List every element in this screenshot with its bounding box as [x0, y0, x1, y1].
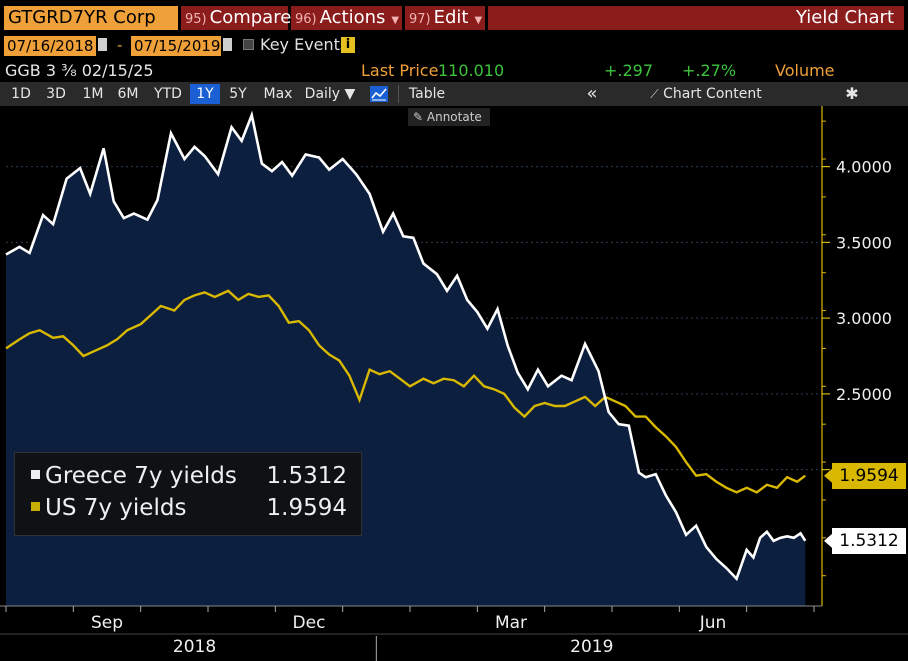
range-1y-button[interactable]: 1Y — [190, 84, 220, 104]
chart-content-button[interactable]: ⟋ Chart Content — [650, 84, 762, 104]
chart-content-icon: ⟋ — [650, 87, 659, 101]
y-tick-label: 4.0000 — [836, 158, 892, 177]
date-separator: - — [117, 36, 123, 54]
function-title: Yield Chart — [488, 6, 904, 30]
price-change: +.297 — [604, 61, 654, 80]
legend-item-greece[interactable]: Greece 7y yields — [31, 463, 237, 489]
annotate-button[interactable]: ✎ Annotate — [408, 108, 490, 126]
legend-swatch — [31, 502, 40, 511]
yield-chart[interactable]: 4.00003.50003.00002.50002.0000SepDecMarJ… — [0, 106, 908, 661]
calendar-icon[interactable] — [223, 38, 232, 51]
chart-toolbar: 1D 3D 1M 6M YTD 1Y 5Y Max Daily ▼ Table … — [0, 82, 908, 106]
legend-label: Greece 7y yields — [45, 463, 237, 489]
last-price-value: 110.010 — [438, 61, 505, 80]
range-ytd-button[interactable]: YTD — [154, 86, 182, 102]
actions-menu-number: 96) — [295, 12, 317, 27]
frequency-dropdown[interactable]: Daily ▼ — [304, 86, 356, 102]
volume-label: Volume — [775, 61, 835, 80]
range-5y-button[interactable]: 5Y — [229, 86, 247, 102]
chart-legend: Greece 7y yields 1.5312 US 7y yields 1.9… — [14, 452, 362, 536]
x-year-label: 2018 — [173, 637, 216, 657]
x-month-label: Jun — [699, 613, 727, 633]
date-range-bar: 07/16/2018 - 07/15/2019 Key Events i — [0, 34, 908, 58]
chevron-down-icon: ▼ — [474, 15, 483, 26]
header-bar: GTGRD7YR Corp 95) Compare 96) Actions ▼ 97)… — [0, 0, 908, 34]
chevron-down-icon: ▼ — [391, 15, 400, 26]
chart-content-label: Chart Content — [663, 86, 762, 102]
pencil-icon: ✎ — [413, 110, 424, 124]
key-events-label: Key Events — [260, 35, 349, 54]
divider — [398, 85, 399, 103]
last-price-label: Last Price — [361, 61, 439, 80]
start-date-input[interactable]: 07/16/2018 — [4, 36, 96, 56]
range-3d-button[interactable]: 3D — [46, 86, 66, 102]
us-last-value-tag: 1.9594 — [832, 462, 906, 489]
edit-menu[interactable]: 97) Edit ▼ — [405, 6, 485, 30]
compare-menu-label: Compare — [209, 7, 292, 28]
security-name: GGB 3 ³⁄₈ 02/15/25 — [5, 61, 154, 80]
compare-menu[interactable]: 95) Compare — [181, 6, 291, 30]
legend-value-greece: 1.5312 — [266, 463, 347, 489]
compare-menu-number: 95) — [185, 12, 207, 27]
y-tick-label: 2.5000 — [836, 385, 892, 404]
end-date-input[interactable]: 07/15/2019 — [131, 36, 221, 56]
edit-menu-number: 97) — [409, 12, 431, 27]
x-month-label: Dec — [293, 613, 326, 633]
ticker-field[interactable]: GTGRD7YR Corp — [4, 6, 178, 30]
legend-label: US 7y yields — [45, 495, 187, 521]
legend-value-us: 1.9594 — [266, 495, 347, 521]
greece-last-value-tag: 1.5312 — [832, 527, 906, 554]
table-button[interactable]: Table — [408, 86, 446, 102]
security-bar: GGB 3 ³⁄₈ 02/15/25 Last Price 110.010 +.… — [0, 58, 908, 82]
info-icon[interactable]: i — [341, 37, 355, 53]
actions-menu-label: Actions — [319, 7, 386, 28]
range-1m-button[interactable]: 1M — [82, 86, 104, 102]
line-chart-icon[interactable] — [366, 84, 392, 104]
gear-icon[interactable]: ✱ — [845, 84, 859, 103]
greece-tag-pointer — [824, 533, 832, 548]
range-max-button[interactable]: Max — [263, 86, 293, 102]
y-tick-label: 3.0000 — [836, 309, 892, 328]
annotate-label: Annotate — [426, 110, 482, 124]
x-month-label: Sep — [91, 613, 123, 633]
greece-7y-yield-line — [5, 110, 807, 582]
y-tick-label: 3.5000 — [836, 233, 892, 252]
range-6m-button[interactable]: 6M — [117, 86, 139, 102]
x-year-label: 2019 — [570, 637, 613, 657]
key-events-checkbox[interactable] — [243, 39, 254, 50]
price-change-pct: +.27% — [682, 61, 737, 80]
calendar-icon[interactable] — [98, 38, 107, 51]
legend-swatch — [31, 470, 40, 479]
us-tag-pointer — [824, 468, 832, 483]
collapse-icon[interactable]: « — [586, 83, 598, 104]
range-1d-button[interactable]: 1D — [11, 86, 31, 102]
us-7y-yield-line — [5, 289, 806, 494]
legend-item-us[interactable]: US 7y yields — [31, 495, 186, 521]
x-month-label: Mar — [495, 613, 527, 633]
actions-menu[interactable]: 96) Actions ▼ — [291, 6, 402, 30]
edit-menu-label: Edit — [433, 7, 469, 28]
